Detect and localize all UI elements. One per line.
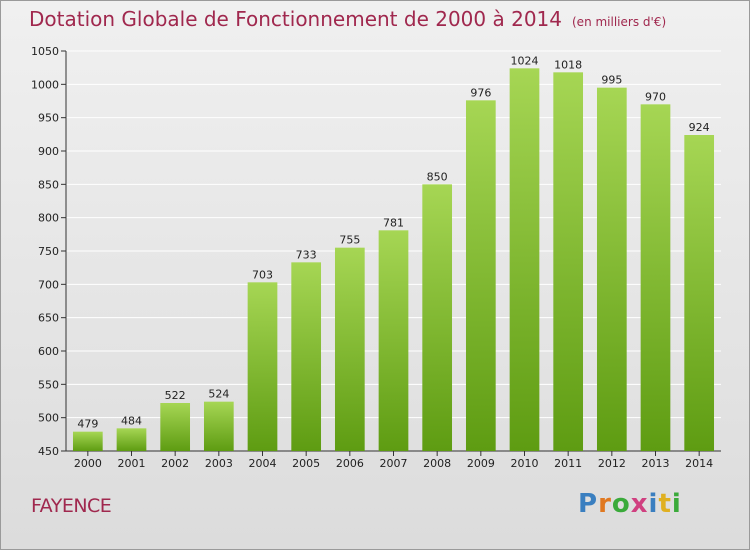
data-label: 1018 xyxy=(554,58,582,71)
bar-2014 xyxy=(684,135,715,451)
logo-letter: x xyxy=(630,489,649,519)
bar-2013 xyxy=(640,104,671,451)
logo-letter: t xyxy=(658,489,672,519)
data-label: 479 xyxy=(77,418,98,431)
bars xyxy=(72,68,715,452)
bar-2002 xyxy=(160,403,191,451)
x-tick-label: 2010 xyxy=(511,457,539,470)
y-tick-label: 650 xyxy=(38,312,59,325)
bar-2004 xyxy=(247,282,278,451)
data-label: 703 xyxy=(252,268,273,281)
data-label: 924 xyxy=(689,121,710,134)
data-label: 522 xyxy=(165,389,186,402)
data-label: 733 xyxy=(296,248,317,261)
bar-2006 xyxy=(334,247,365,451)
bar-2008 xyxy=(422,184,453,452)
y-tick-label: 900 xyxy=(38,145,59,158)
logo-letter: o xyxy=(611,489,631,519)
y-tick-label: 950 xyxy=(38,112,59,125)
commune-name: FAYENCE xyxy=(31,495,112,517)
bar-2001 xyxy=(116,428,147,451)
data-label: 995 xyxy=(601,74,622,87)
x-tick-label: 2014 xyxy=(685,457,713,470)
bar-2011 xyxy=(553,72,584,451)
x-tick-label: 2007 xyxy=(380,457,408,470)
y-tick-label: 600 xyxy=(38,345,59,358)
data-label: 1024 xyxy=(511,54,539,67)
y-tick-label: 800 xyxy=(38,212,59,225)
y-tick-label: 850 xyxy=(38,178,59,191)
x-tick-label: 2005 xyxy=(292,457,320,470)
logo-letter: i xyxy=(671,489,682,519)
x-tick-label: 2008 xyxy=(423,457,451,470)
chart-title: Dotation Globale de Fonctionnement de 20… xyxy=(29,7,666,31)
data-label: 524 xyxy=(208,388,229,401)
y-tick-label: 450 xyxy=(38,445,59,458)
bar-2000 xyxy=(72,431,103,451)
logo-letter: r xyxy=(598,489,612,519)
y-tick-label: 550 xyxy=(38,378,59,391)
bar-2010 xyxy=(509,68,540,451)
x-tick-label: 2004 xyxy=(249,457,277,470)
x-tick-label: 2012 xyxy=(598,457,626,470)
y-tick-label: 750 xyxy=(38,245,59,258)
x-tick-label: 2003 xyxy=(205,457,233,470)
y-tick-label: 500 xyxy=(38,412,59,425)
labels: 450 500 550 600 650 700 750 800 850 900 950 1000 105… xyxy=(31,45,713,470)
bar-2009 xyxy=(465,100,496,451)
data-label: 484 xyxy=(121,414,142,427)
x-tick-label: 2009 xyxy=(467,457,495,470)
bar-2005 xyxy=(291,262,322,451)
data-label: 976 xyxy=(470,86,491,99)
data-label: 781 xyxy=(383,216,404,229)
y-tick-label: 700 xyxy=(38,278,59,291)
data-label: 850 xyxy=(427,170,448,183)
x-tick-label: 2011 xyxy=(554,457,582,470)
data-label: 970 xyxy=(645,90,666,103)
bar-2003 xyxy=(203,401,234,451)
unit-note: (en milliers d'€) xyxy=(572,15,667,29)
proxiti-logo: Proxiti xyxy=(578,489,682,519)
x-tick-label: 2013 xyxy=(642,457,670,470)
logo-letter: i xyxy=(648,489,659,519)
title-text: Dotation Globale de Fonctionnement de 20… xyxy=(29,7,562,31)
x-tick-label: 2000 xyxy=(74,457,102,470)
y-tick-label: 1000 xyxy=(31,78,59,91)
x-tick-label: 2002 xyxy=(161,457,189,470)
logo-letter: P xyxy=(578,489,599,519)
bar-2007 xyxy=(378,230,409,451)
bar-2012 xyxy=(596,87,627,452)
x-tick-label: 2006 xyxy=(336,457,364,470)
y-tick-label: 1050 xyxy=(31,45,59,58)
x-tick-label: 2001 xyxy=(118,457,146,470)
data-label: 755 xyxy=(339,234,360,247)
